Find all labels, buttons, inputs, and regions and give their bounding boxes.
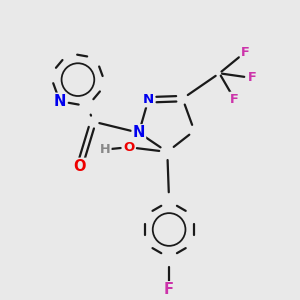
Text: F: F	[230, 93, 239, 106]
Text: F: F	[164, 282, 174, 297]
Text: O: O	[123, 141, 134, 154]
Text: N: N	[54, 94, 66, 109]
Text: H: H	[100, 143, 110, 156]
Text: O: O	[74, 159, 86, 174]
Text: N: N	[133, 125, 145, 140]
Text: F: F	[241, 46, 250, 59]
Text: N: N	[143, 93, 154, 106]
Text: F: F	[248, 71, 257, 85]
